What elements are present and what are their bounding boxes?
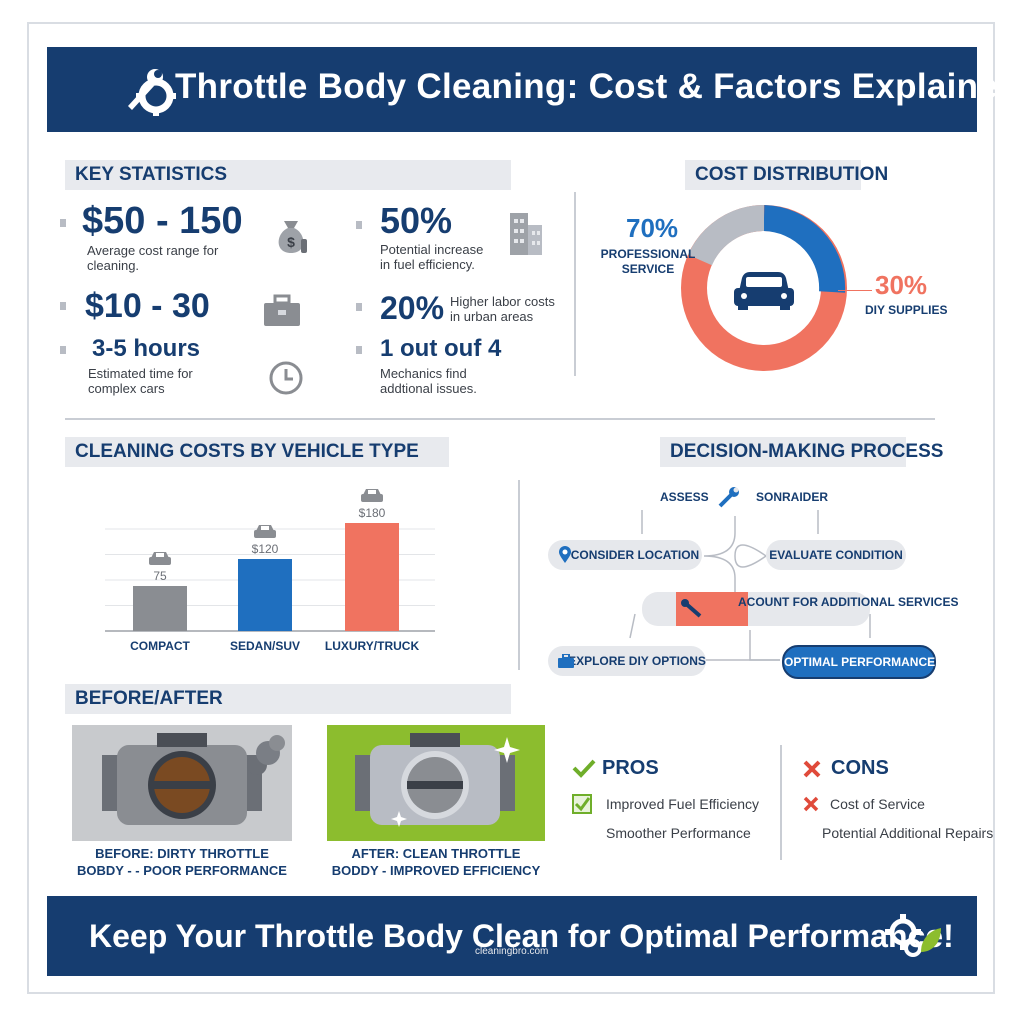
building-icon xyxy=(510,213,542,255)
svg-text:$: $ xyxy=(287,234,295,250)
stat-cost-range: $50 - 150 Average cost range for cleanin… xyxy=(82,200,262,273)
cons-item: Cost of Service xyxy=(830,796,925,812)
stat-time: 3-5 hours Estimated time for complex car… xyxy=(88,335,258,396)
decision-flow-connectors xyxy=(629,510,871,661)
assess-label: ASSESS xyxy=(660,490,709,504)
category-label: SEDAN/SUV xyxy=(230,639,300,653)
bullet xyxy=(356,303,362,311)
stat-value: 1 out ouf 4 xyxy=(380,335,502,362)
account-label: ACOUNT FOR ADDITIONAL SERVICES xyxy=(738,595,959,609)
toolbox-icon xyxy=(264,294,300,326)
stat-desc: Estimated time for complex cars xyxy=(88,366,193,396)
gear-leaf-icon xyxy=(885,914,941,957)
dirty-throttle-body-image xyxy=(72,725,292,841)
divider xyxy=(780,745,782,860)
location-label: CONSIDER LOCATION xyxy=(570,548,700,562)
bar-luxury-truck xyxy=(345,523,399,631)
cons-title: CONS xyxy=(831,757,889,779)
location-pin-icon xyxy=(559,546,571,563)
car-icon xyxy=(254,525,276,538)
divider xyxy=(574,192,576,376)
flow-step-account[interactable]: ACOUNT FOR ADDITIONAL SERVICES xyxy=(642,592,958,626)
wrench-gear-icon xyxy=(128,69,176,116)
donut-slice-diy xyxy=(763,205,846,293)
stat-value: $10 - 30 xyxy=(85,287,210,325)
section-divider xyxy=(65,418,935,420)
stat-value: 50% xyxy=(380,200,453,241)
car-icon xyxy=(734,272,794,310)
page-frame xyxy=(27,22,995,994)
stat-value: 3-5 hours xyxy=(92,335,201,362)
cons-item: Potential Additional Repairs xyxy=(822,825,994,841)
after-caption: AFTER: CLEAN THROTTLE BODDY - IMPROVED E… xyxy=(331,846,541,878)
professional-label: PROFESSIONAL SERVICE xyxy=(600,247,696,276)
category-label: COMPACT xyxy=(130,639,190,653)
money-bag-icon: $ xyxy=(278,221,307,253)
stat-supplies: $10 - 30 xyxy=(85,287,210,326)
flow-step-evaluate[interactable]: EVALUATE CONDITION xyxy=(766,540,906,570)
vehicle-cost-bar-chart: 75 COMPACT $120 SEDAN/SUV $180 LUXURY/TRUCK xyxy=(105,489,435,653)
stat-additional-issues: 1 out ouf 4 Mechanics find addtional iss… xyxy=(380,335,510,396)
clean-throttle-body-image xyxy=(327,725,545,841)
close-icon xyxy=(803,796,819,812)
leader-line xyxy=(838,290,872,291)
clock-icon xyxy=(269,361,303,395)
bar-value-label: $180 xyxy=(359,506,386,520)
pros-item: Improved Fuel Efficiency xyxy=(606,796,760,812)
consider-label: SONRAIDER xyxy=(756,490,829,504)
flow-step-explore[interactable]: EXPLORE DIY OPTIONS xyxy=(548,646,706,676)
bar-compact xyxy=(133,586,187,631)
flow-step-optimal[interactable]: OPTIMAL PERFORMANCE xyxy=(782,645,936,679)
stat-desc: Potential increase in fuel efficiency. xyxy=(380,242,484,272)
stat-value: 20% xyxy=(380,290,445,326)
header-banner: Throttle Body Cleaning: Cost & Factors E… xyxy=(47,47,1024,132)
cost-donut-chart xyxy=(681,205,847,371)
explore-label: EXPLORE DIY OPTIONS xyxy=(568,654,706,668)
wrench-icon xyxy=(718,487,739,508)
professional-pct: 70% xyxy=(626,213,679,243)
close-icon xyxy=(803,760,821,778)
car-icon xyxy=(361,489,383,502)
footer-url: cleaningbro.com xyxy=(475,946,549,957)
toolbox-icon xyxy=(558,654,574,668)
decision-label: DECISION-MAKING PROCESS xyxy=(660,437,943,467)
category-label: LUXURY/TRUCK xyxy=(325,639,420,653)
cost-distribution-label: COST DISTRIBUTION xyxy=(685,160,888,190)
stat-fuel-efficiency: 50% Potential increase in fuel efficienc… xyxy=(380,200,500,272)
diy-label: DIY SUPPLIES xyxy=(865,303,948,317)
stat-desc: Higher labor costs in urban areas xyxy=(450,294,555,324)
bullet xyxy=(60,302,66,310)
bar-sedan-suv xyxy=(238,559,292,631)
footer-tagline: Keep Your Throttle Body Clean for Optima… xyxy=(89,918,954,954)
stat-desc: Mechanics find addtional issues. xyxy=(380,366,477,396)
diy-pct: 30% xyxy=(875,270,928,300)
check-icon xyxy=(572,759,596,778)
before-caption: BEFORE: DIRTY THROTTLE BOBDY - - POOR PE… xyxy=(77,846,287,878)
bullet xyxy=(60,346,66,354)
stat-desc: Average cost range for cleaning. xyxy=(87,243,219,273)
bullet xyxy=(356,221,362,229)
wrench-icon xyxy=(681,599,702,618)
donut-slice-other xyxy=(688,205,765,266)
chart-title: CLEANING COSTS BY VEHICLE TYPE xyxy=(65,437,449,467)
bullet xyxy=(60,219,66,227)
checkbox-icon xyxy=(572,794,592,814)
accent-block xyxy=(676,592,748,626)
divider xyxy=(518,480,520,670)
stat-labor: 20% Higher labor costs in urban areas xyxy=(380,290,555,327)
car-icon xyxy=(149,552,171,565)
bar-value-label: 75 xyxy=(153,569,167,583)
pros-title: PROS xyxy=(602,757,659,779)
footer-banner: Keep Your Throttle Body Clean for Optima… xyxy=(47,896,977,976)
flow-step-location[interactable]: CONSIDER LOCATION xyxy=(548,540,702,570)
pros-item: Smoother Performance xyxy=(606,825,751,841)
bullet xyxy=(356,346,362,354)
before-after-label: BEFORE/AFTER xyxy=(65,684,511,714)
stat-value: $50 - 150 xyxy=(82,200,243,242)
page-title: Throttle Body Cleaning: Cost & Factors E… xyxy=(175,67,1024,106)
bar-value-label: $120 xyxy=(252,542,279,556)
key-statistics-label: KEY STATISTICS xyxy=(65,160,511,190)
